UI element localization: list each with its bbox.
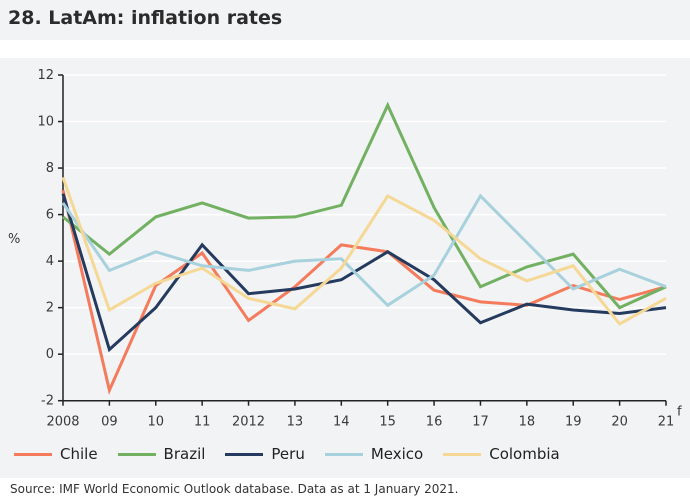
legend-swatch [225, 452, 264, 456]
title-bar: 28. LatAm: inflation rates [0, 0, 690, 40]
forecast-marker: f [677, 405, 682, 420]
y-tick-label: 6 [46, 208, 54, 223]
series-line-mexico [61, 193, 667, 308]
x-tick-label: 10 [147, 415, 164, 430]
legend-swatch [443, 452, 482, 456]
line-chart: -2 0 2 4 6 8 10 12% 2008 09 10 11 2012 13 14 15 16 17 18 19… [8, 68, 682, 430]
x-tick-label: 15 [379, 415, 396, 430]
series-line-colombia [61, 176, 667, 326]
series-line-brazil [62, 101, 667, 310]
x-tick-label: 18 [519, 415, 536, 430]
legend-label: Peru [271, 445, 305, 463]
x-tick-label: 20 [611, 415, 628, 430]
legend-item-brazil: Brazil [117, 445, 206, 463]
legend-label: Colombia [489, 445, 560, 463]
y-axis-label: % [8, 232, 20, 247]
legend-label: Chile [60, 445, 98, 463]
y-tick-label: 8 [46, 161, 54, 176]
x-tick-label: 09 [101, 415, 118, 430]
legend-swatch [14, 452, 52, 456]
legend-item-chile: Chile [14, 445, 98, 463]
source-note: Source: IMF World Economic Outlook datab… [10, 482, 459, 496]
x-tick-label: 17 [472, 415, 489, 430]
y-tick-label: 0 [46, 347, 54, 362]
legend-swatch [324, 452, 363, 456]
x-tick-label: 21 [658, 415, 675, 430]
y-tick-label: 10 [37, 115, 54, 130]
legend-label: Brazil [163, 445, 206, 463]
legend-item-peru: Peru [225, 445, 305, 463]
y-tick-label: 4 [46, 254, 54, 269]
x-tick-label: 13 [287, 415, 304, 430]
x-tick-label: 2012 [232, 415, 265, 430]
y-tick-label: 2 [46, 301, 54, 316]
legend-swatch [117, 452, 156, 456]
legend-label: Mexico [370, 445, 424, 463]
y-tick-label: -2 [41, 394, 54, 409]
x-tick-label: 2008 [46, 415, 79, 430]
x-tick-label: 14 [333, 415, 350, 430]
legend: Chile Brazil Peru Mexico Colombia [14, 445, 580, 463]
y-tick-label: 12 [37, 68, 54, 83]
chart-title: 28. LatAm: inflation rates [8, 7, 283, 29]
legend-item-mexico: Mexico [324, 445, 424, 463]
x-tick-label: 19 [565, 415, 582, 430]
x-tick-label: 11 [194, 415, 211, 430]
legend-item-colombia: Colombia [443, 445, 560, 463]
series-line-peru [61, 193, 667, 353]
x-tick-label: 16 [426, 415, 443, 430]
